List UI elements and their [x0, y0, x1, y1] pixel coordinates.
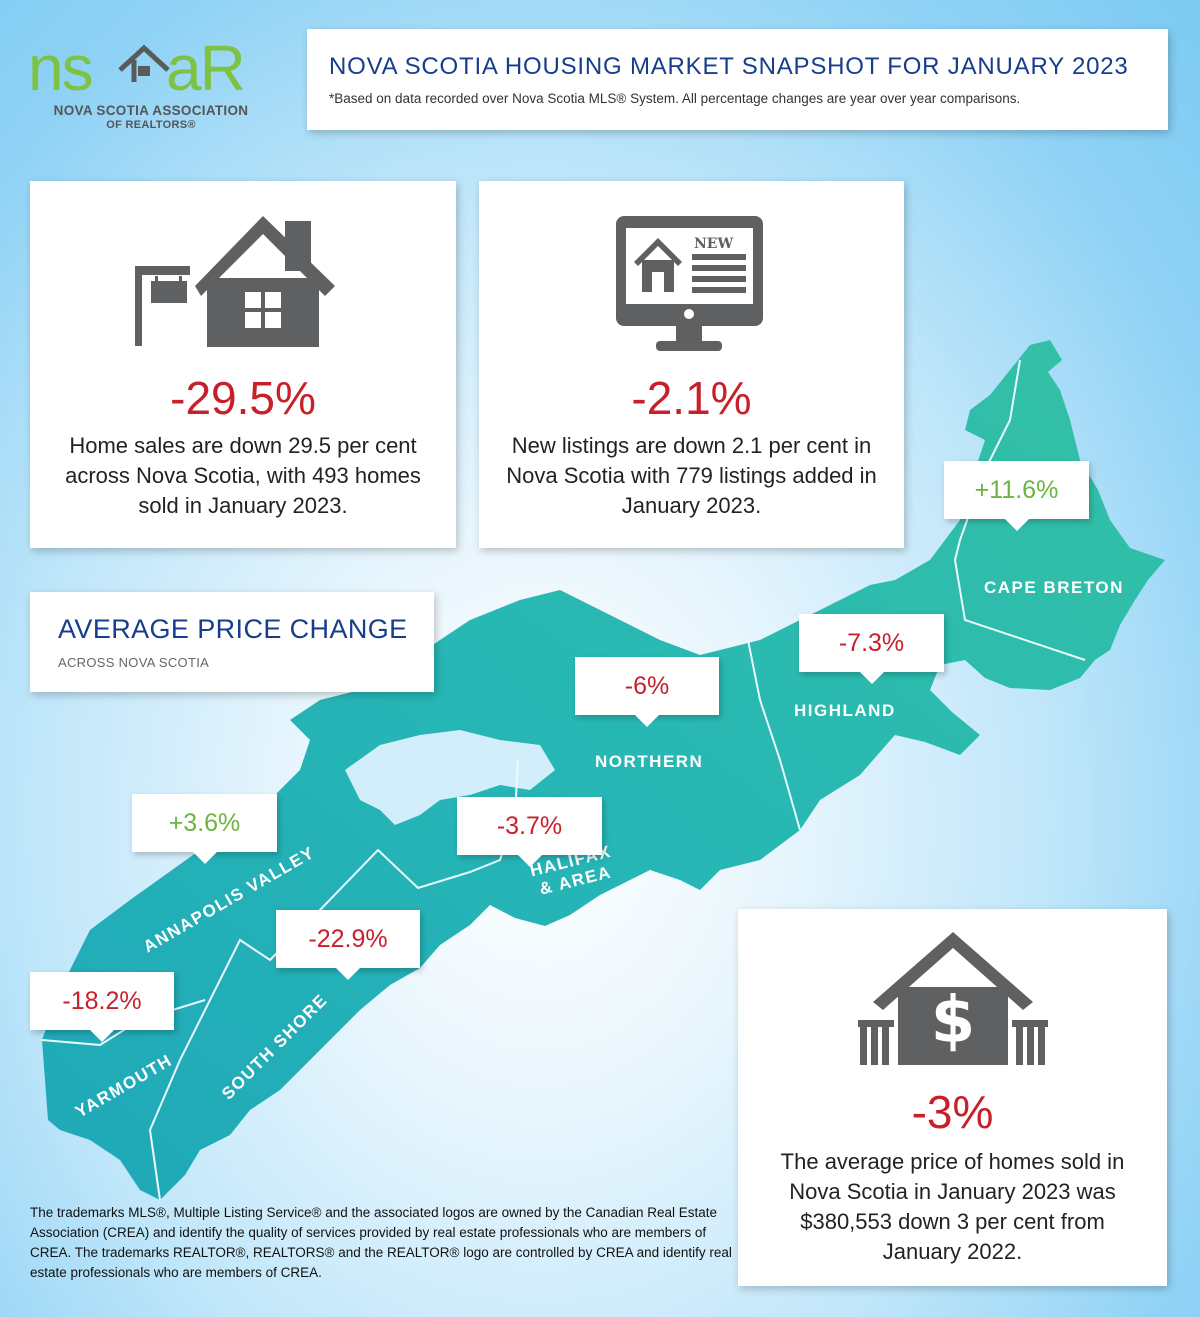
average-price-change-subtitle: ACROSS NOVA SCOTIA — [58, 655, 210, 670]
callout-south-shore: -22.9% — [276, 910, 420, 980]
average-price-value: -3% — [911, 1086, 994, 1138]
region-label-cape-breton: CAPE BRETON — [984, 578, 1124, 597]
callout-northern: -6% — [575, 657, 719, 727]
house-dollar-icon: $ — [858, 932, 1048, 1065]
region-label-northern: NORTHERN — [595, 752, 704, 771]
new-listings-text: New listings are down 2.1 per cent in No… — [506, 433, 877, 518]
callout-halifax-area: -3.7% — [457, 797, 602, 867]
computer-new-listing-icon: NEW — [616, 216, 763, 351]
average-price-text: The average price of homes sold in Nova … — [780, 1149, 1125, 1264]
svg-text:$: $ — [931, 984, 976, 1058]
new-badge-text: NEW — [694, 236, 733, 252]
logo-line2: OF REALTORS® — [106, 119, 196, 131]
callout-annapolis-valley-value: +3.6% — [132, 794, 277, 852]
callout-cape-breton: +11.6% — [944, 461, 1089, 531]
callout-pointer — [635, 715, 659, 727]
callout-pointer — [859, 672, 884, 684]
callout-highland-value: -7.3% — [799, 614, 944, 672]
svg-text:aR: aR — [166, 32, 244, 102]
callout-highland: -7.3% — [799, 614, 944, 684]
callout-pointer — [1004, 519, 1029, 531]
callout-pointer — [517, 855, 542, 867]
svg-text:ns: ns — [28, 32, 92, 102]
page-subtitle: *Based on data recorded over Nova Scotia… — [329, 91, 1021, 106]
home-sales-value: -29.5% — [170, 372, 316, 424]
header-card: NOVA SCOTIA HOUSING MARKET SNAPSHOT FOR … — [307, 29, 1168, 130]
callout-cape-breton-value: +11.6% — [944, 461, 1089, 519]
average-price-change-card: AVERAGE PRICE CHANGE ACROSS NOVA SCOTIA — [30, 592, 434, 692]
trademark-disclaimer: The trademarks MLS®, Multiple Listing Se… — [30, 1205, 732, 1280]
mainland-shape — [42, 340, 1165, 1200]
callout-yarmouth-value: -18.2% — [30, 972, 174, 1030]
house-for-sale-icon — [135, 216, 335, 347]
minas-basin-shape — [345, 730, 555, 825]
home-sales-text: Home sales are down 29.5 per cent across… — [65, 433, 421, 518]
callout-south-shore-value: -22.9% — [276, 910, 420, 968]
region-label-highland: HIGHLAND — [794, 701, 896, 720]
callout-pointer — [90, 1030, 114, 1042]
home-sales-card: -29.5% Home sales are down 29.5 per cent… — [30, 181, 456, 548]
nsar-logo: ns aR NOVA SCOTIA ASSOCIATION OF REALTOR… — [28, 22, 268, 142]
logo-line1: NOVA SCOTIA ASSOCIATION — [53, 103, 249, 118]
average-price-card: $ -3% The average price of homes sold in… — [738, 909, 1167, 1286]
new-listings-value: -2.1% — [631, 372, 752, 424]
callout-pointer — [192, 852, 217, 864]
callout-halifax-area-value: -3.7% — [457, 797, 602, 855]
nsar-logo-wordmark: ns aR — [28, 32, 246, 102]
new-listings-card: NEW -2.1% New listings are down 2.1 per … — [479, 181, 904, 548]
page-title: NOVA SCOTIA HOUSING MARKET SNAPSHOT FOR … — [329, 53, 1129, 80]
callout-northern-value: -6% — [575, 657, 719, 715]
callout-annapolis-valley: +3.6% — [132, 794, 277, 864]
callout-pointer — [336, 968, 360, 980]
average-price-change-title: AVERAGE PRICE CHANGE — [58, 614, 408, 644]
callout-yarmouth: -18.2% — [30, 972, 174, 1042]
